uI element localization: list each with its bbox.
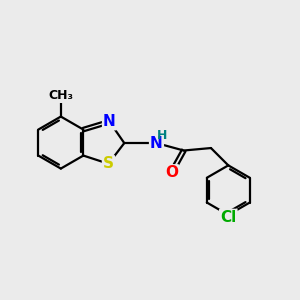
- Text: S: S: [103, 156, 114, 171]
- Text: CH₃: CH₃: [48, 89, 73, 102]
- Text: Cl: Cl: [220, 210, 236, 225]
- Text: N: N: [150, 136, 163, 151]
- Text: N: N: [103, 114, 116, 129]
- Text: H: H: [157, 129, 167, 142]
- Text: O: O: [165, 165, 178, 180]
